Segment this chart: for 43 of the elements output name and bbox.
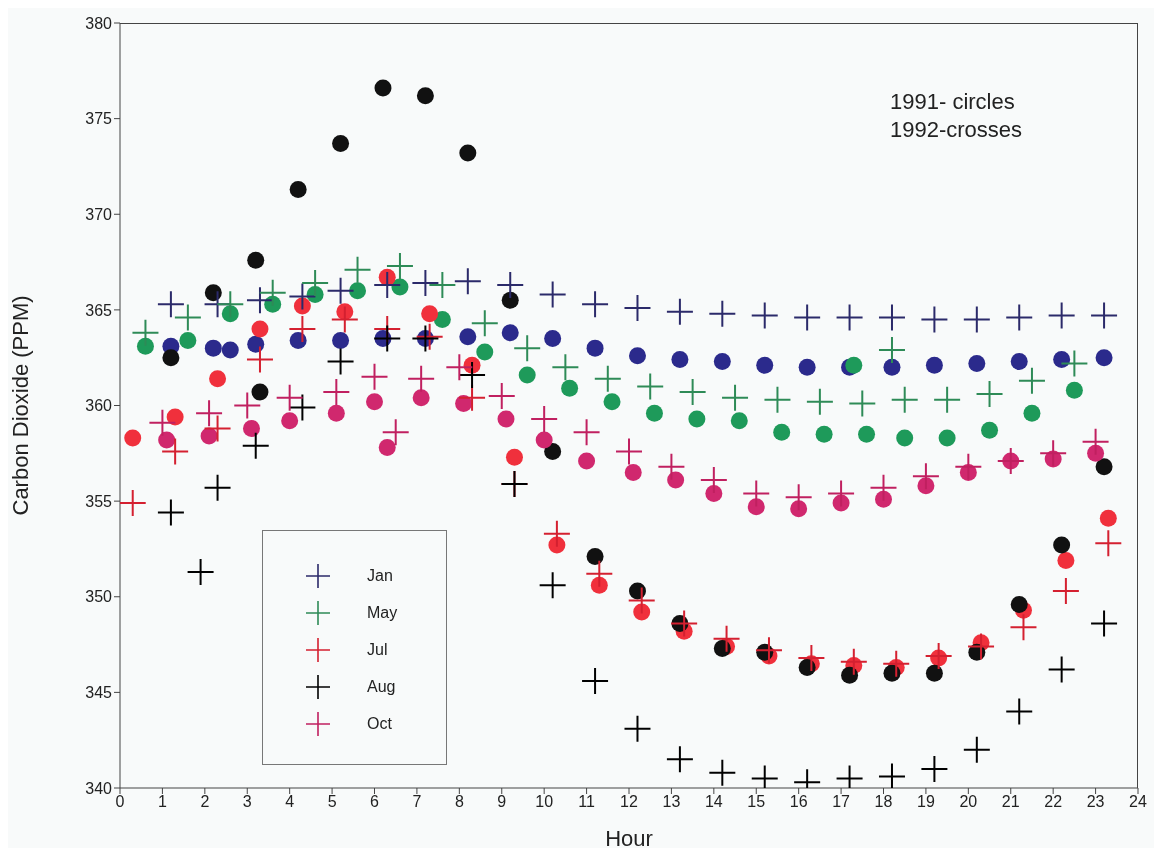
x-tick-label: 14 (704, 793, 723, 811)
x-tick-label: 7 (412, 793, 422, 811)
x-tick-label: 11 (578, 793, 595, 811)
y-tick-label: 370 (85, 205, 113, 223)
x-tick-label: 9 (497, 793, 507, 811)
y-tick-label: 340 (85, 779, 113, 797)
x-tick-label: 12 (620, 793, 638, 811)
x-tick-label: 2 (200, 793, 210, 811)
x-tick-label: 6 (370, 793, 380, 811)
x-tick-label: 21 (1001, 793, 1020, 811)
legend-label: Aug (367, 677, 396, 696)
x-tick-label: 8 (454, 793, 464, 811)
x-tick-label: 23 (1086, 793, 1105, 811)
y-tick-label: 365 (85, 301, 113, 319)
legend-label: Jan (367, 566, 393, 585)
legend-label: Oct (367, 714, 392, 733)
x-tick-label: 0 (115, 793, 125, 811)
y-tick-label: 350 (85, 588, 113, 606)
x-tick-label: 1 (157, 793, 167, 811)
x-axis-title: Hour (605, 826, 653, 851)
y-tick-label: 360 (85, 397, 113, 415)
y-tick-label: 380 (85, 14, 113, 32)
annotation: 1991- circles (890, 88, 1016, 116)
x-tick-label: 18 (874, 793, 893, 811)
x-tick-label: 17 (832, 793, 851, 811)
x-tick-label: 22 (1044, 793, 1063, 811)
x-tick-label: 19 (917, 793, 935, 811)
x-tick-label: 4 (285, 793, 295, 811)
x-tick-label: 15 (747, 793, 766, 811)
y-tick-label: 375 (85, 110, 113, 128)
legend-label: May (367, 603, 398, 622)
annotation: 1992-crosses (890, 116, 1023, 144)
x-tick-label: 24 (1129, 793, 1147, 811)
x-tick-label: 16 (789, 793, 808, 811)
x-tick-label: 20 (959, 793, 978, 811)
y-tick-label: 345 (85, 684, 113, 702)
y-axis-title: Carbon Dioxide (PPM) (7, 295, 33, 516)
x-tick-label: 5 (327, 793, 337, 811)
x-tick-label: 10 (535, 793, 554, 811)
x-tick-label: 13 (662, 793, 681, 811)
legend-label: Jul (367, 640, 388, 659)
x-tick-label: 3 (242, 793, 252, 811)
y-tick-label: 355 (85, 492, 113, 510)
